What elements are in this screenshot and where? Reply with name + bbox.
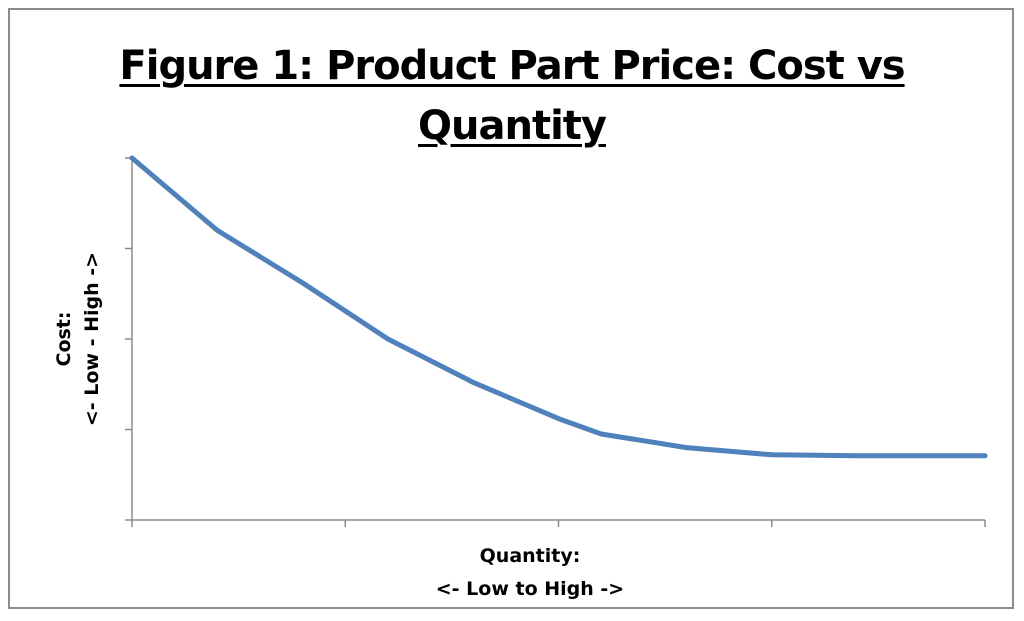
chart-title: Figure 1: Product Part Price: Cost vs Qu… bbox=[0, 36, 1024, 156]
x-axis-label-line-1: Quantity: bbox=[479, 545, 581, 567]
y-axis-label-line-1: Cost: bbox=[53, 311, 75, 367]
y-axis-label-line-2: <- Low - High -> bbox=[81, 251, 103, 427]
chart-series bbox=[129, 155, 988, 459]
chart-axes bbox=[125, 157, 986, 527]
chart-title-line-1: Figure 1: Product Part Price: Cost vs bbox=[119, 43, 905, 89]
x-axis-label: Quantity: <- Low to High -> bbox=[380, 540, 680, 606]
series-line bbox=[129, 155, 988, 459]
x-axis-label-line-2: <- Low to High -> bbox=[435, 578, 625, 600]
chart-title-line-2: Quantity bbox=[418, 103, 607, 149]
y-axis-label: Cost: <- Low - High -> bbox=[50, 189, 106, 489]
chart-frame bbox=[8, 8, 1014, 609]
